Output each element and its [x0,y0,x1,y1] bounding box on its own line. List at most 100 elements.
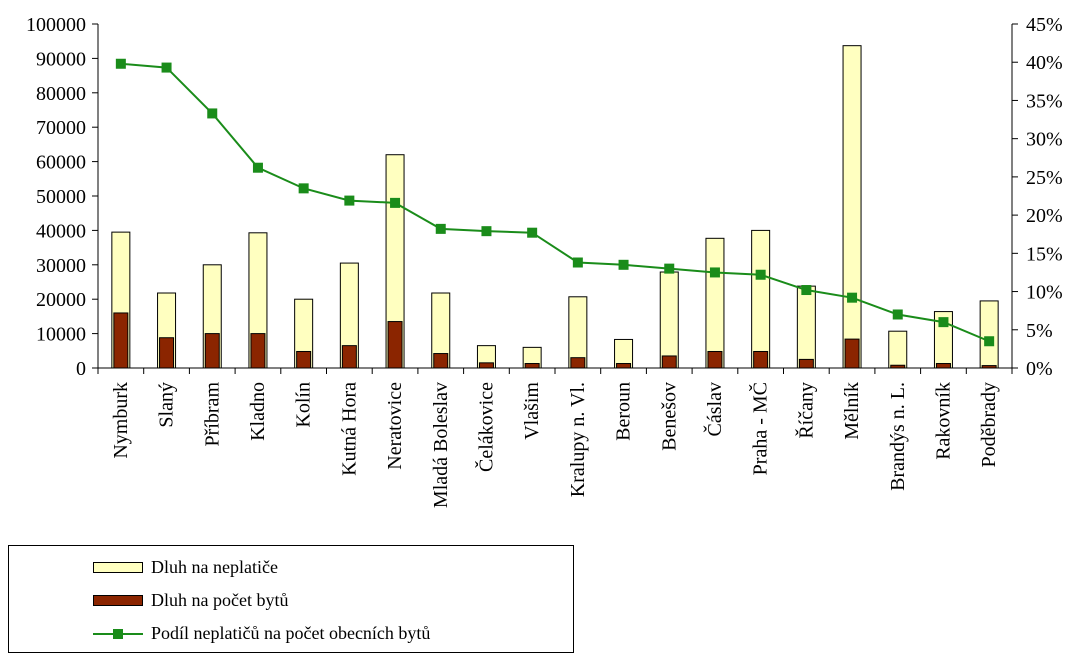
bar-debt-per-flats [570,357,586,369]
bar-debt-per-nonpayer [979,300,999,369]
bar-debt-per-nonpayer [842,45,862,369]
legend-swatch-brown [93,594,143,606]
bar-debt-per-flats [159,337,175,369]
right-tick-label: 5% [1026,320,1053,342]
bar-debt-per-flats [798,358,814,369]
category-label: Praha - MČ [748,382,772,475]
share-line-marker [115,58,126,69]
bar-debt-per-flats [250,333,266,369]
right-tick-label: 40% [1026,52,1063,74]
bar-debt-per-nonpayer [751,229,771,369]
right-tick-label: 30% [1026,129,1063,151]
category-label: Mladá Boleslav [430,382,452,508]
bar-debt-per-flats [204,333,220,369]
bar-debt-per-nonpayer [659,271,679,369]
left-tick-label: 40000 [36,220,86,242]
share-line-marker [984,336,995,347]
bar-debt-per-flats [387,321,403,369]
right-tick-label: 15% [1026,243,1063,265]
share-line-marker [892,309,903,320]
bar-debt-per-flats [844,338,860,369]
share-line-marker [252,162,263,173]
share-line-marker [481,226,492,237]
bar-debt-per-nonpayer [705,237,725,369]
right-tick-label: 45% [1026,14,1063,36]
legend-label: Dluh na počet bytů [151,589,289,610]
left-tick-label: 100000 [26,14,86,36]
left-tick-label: 30000 [36,255,86,277]
category-label: Beroun [613,382,635,441]
bar-debt-per-flats [113,312,129,369]
share-line-marker [344,195,355,206]
right-tick-label: 10% [1026,282,1063,304]
share-line-marker [664,263,675,274]
category-label: Vlašim [521,382,543,440]
legend-item-debt-per-flats: Dluh na počet bytů [9,585,288,615]
share-line-marker [207,108,218,119]
category-label: Benešov [658,382,680,451]
bar-debt-per-flats [524,363,540,369]
legend-label: Dluh na neplatiče [151,556,278,577]
share-line-marker [755,269,766,280]
share-line-marker [298,183,309,194]
bar-debt-per-flats [935,363,951,369]
left-tick-label: 90000 [36,48,86,70]
left-tick-label: 80000 [36,83,86,105]
category-label: Brandýs n. L. [887,382,909,491]
category-label: Příbram [201,382,223,447]
legend-label: Podíl neplatičů na počet obecních bytů [151,622,431,643]
bar-debt-per-nonpayer [888,330,908,369]
share-line-marker [527,227,538,238]
category-label: Neratovice [384,382,406,470]
category-label: Kladno [247,382,269,441]
category-labels: Nymburk Slaný Příbram Kladno Kolín Kutná Hora… [110,382,1000,509]
category-label: Kutná Hora [338,382,360,476]
legend-item-debt-per-nonpayer: Dluh na neplatiče [9,552,278,582]
share-line-marker [801,285,812,296]
right-tick-label: 0% [1026,358,1053,380]
bar-debt-per-flats [707,350,723,369]
left-tick-label: 20000 [36,289,86,311]
bar-debt-per-flats [753,350,769,369]
share-line-marker [161,62,172,73]
axes [92,23,1018,374]
share-line-path [120,62,990,343]
bar-debt-per-flats [616,363,632,369]
bar-debt-per-flats [478,362,494,369]
category-label: Rakovník [932,382,954,460]
category-label: Poděbrady [978,382,1000,468]
share-line-marker [435,223,446,234]
bar-debt-per-flats [341,345,357,369]
share-line-marker [709,267,720,278]
share-line-marker [390,197,401,208]
legend-swatch-yellow [93,561,143,573]
category-label: Slaný [156,382,178,428]
category-label: Čelákovice [473,382,497,472]
left-tick-label: 70000 [36,117,86,139]
left-tick-label: 0 [76,358,86,380]
category-label: Mělník [841,382,863,440]
category-label: Čáslav [702,382,726,436]
right-tick-labels: 0% 5% 10% 15% 20% 25% 30% 35% 40% 45% [1026,14,1063,380]
bars-foreground [113,312,997,369]
share-line [115,58,995,347]
category-label: Říčany [794,382,817,439]
right-tick-label: 35% [1026,90,1063,112]
category-label: Nymburk [110,382,132,459]
share-line-marker [847,292,858,303]
share-line-marker [572,257,583,268]
bar-debt-per-flats [433,353,449,369]
bars-background [111,45,999,369]
left-tick-label: 60000 [36,152,86,174]
bar-debt-per-nonpayer [796,285,816,369]
left-tick-label: 10000 [36,324,86,346]
legend-swatch-line [93,628,143,639]
category-label: Kolín [293,382,315,428]
left-tick-label: 50000 [36,186,86,208]
share-line-marker [618,259,629,270]
share-line-marker [938,317,949,328]
bar-debt-per-flats [296,350,312,369]
legend: Dluh na neplatiče Dluh na počet bytů Pod… [8,545,574,653]
bar-debt-per-flats [661,355,677,369]
